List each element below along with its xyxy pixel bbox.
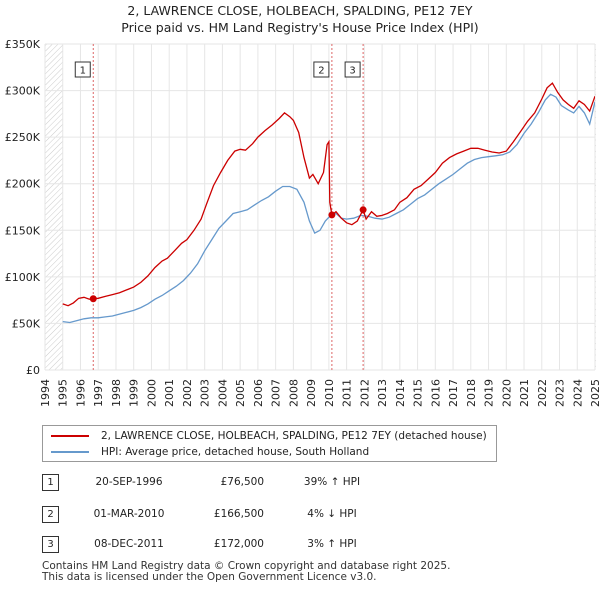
- table-row: 1 20-SEP-1996 £76,500 39% ↑ HPI: [42, 474, 542, 492]
- y-tick-label: £0: [26, 364, 40, 377]
- x-tick-label: 2003: [199, 379, 212, 407]
- x-tick-label: 2025: [589, 379, 600, 407]
- transaction-number: 1: [42, 474, 59, 491]
- x-tick-label: 2012: [358, 379, 371, 407]
- x-tick-label: 2009: [305, 379, 318, 407]
- x-tick-label: 1995: [57, 379, 70, 407]
- sale-point: [89, 295, 97, 303]
- legend-label-property: 2, LAWRENCE CLOSE, HOLBEACH, SPALDING, P…: [101, 430, 487, 442]
- footer-line-1: Contains HM Land Registry data © Crown c…: [42, 560, 451, 572]
- x-tick-label: 2007: [270, 379, 283, 407]
- x-tick-label: 2008: [287, 379, 300, 407]
- transaction-date: 08-DEC-2011: [94, 538, 164, 550]
- sale-label-box: 2: [313, 61, 330, 78]
- legend-label-hpi: HPI: Average price, detached house, Sout…: [101, 446, 370, 458]
- transaction-date: 01-MAR-2010: [93, 508, 165, 520]
- y-tick-label: £350K: [5, 38, 41, 51]
- x-tick-label: 2017: [447, 379, 460, 407]
- y-tick-label: £150K: [5, 224, 41, 237]
- table-row: 3 08-DEC-2011 £172,000 3% ↑ HPI: [42, 536, 542, 554]
- x-tick-label: 2010: [323, 379, 336, 407]
- y-tick-label: £100K: [5, 271, 41, 284]
- x-tick-label: 2021: [518, 379, 531, 407]
- y-tick-label: £250K: [5, 131, 41, 144]
- sale-label-text: 1: [80, 66, 86, 77]
- footer-attribution: Contains HM Land Registry data © Crown c…: [42, 561, 450, 583]
- x-tick-label: 2011: [341, 379, 354, 407]
- x-tick-label: 2024: [571, 379, 584, 407]
- x-tick-label: 2004: [216, 379, 229, 407]
- x-tick-label: 1998: [110, 379, 123, 407]
- x-tick-label: 2014: [394, 379, 407, 407]
- x-tick-label: 1997: [92, 379, 105, 407]
- x-tick-label: 2016: [429, 379, 442, 407]
- legend-swatch-hpi: [51, 451, 89, 453]
- transaction-number: 3: [42, 536, 59, 553]
- transaction-hpi: 4% ↓ HPI: [307, 508, 357, 520]
- table-row: 2 01-MAR-2010 £166,500 4% ↓ HPI: [42, 506, 542, 524]
- x-tick-label: 2015: [412, 379, 425, 407]
- chart-title-block: 2, LAWRENCE CLOSE, HOLBEACH, SPALDING, P…: [0, 2, 600, 36]
- price-chart: 1 2 3 £0 £50K £100K £150K £200K £250K £300K £350K…: [5, 38, 600, 407]
- transaction-price: £166,500: [213, 508, 264, 520]
- y-tick-label: £200K: [5, 178, 41, 191]
- sale-label-box: 3: [344, 61, 361, 78]
- x-tick-label: 2006: [252, 379, 265, 407]
- sale-point: [359, 206, 367, 214]
- legend-item-property: 2, LAWRENCE CLOSE, HOLBEACH, SPALDING, P…: [51, 428, 487, 444]
- x-tick-label: 1999: [128, 379, 141, 407]
- x-tick-label: 2001: [163, 379, 176, 407]
- x-tick-label: 1994: [39, 379, 52, 407]
- y-tick-label: £50K: [12, 317, 41, 330]
- sale-point: [328, 211, 336, 219]
- chart-title: 2, LAWRENCE CLOSE, HOLBEACH, SPALDING, P…: [127, 3, 473, 18]
- x-tick-label: 2018: [465, 379, 478, 407]
- y-tick-label: £300K: [5, 85, 41, 98]
- x-tick-label: 2022: [536, 379, 549, 407]
- x-tick-label: 1996: [74, 379, 87, 407]
- sale-label-text: 3: [349, 66, 355, 77]
- legend-item-hpi: HPI: Average price, detached house, Sout…: [51, 444, 369, 460]
- x-tick-label: 2002: [181, 379, 194, 407]
- plot-area: [45, 44, 595, 370]
- chart-subtitle: Price paid vs. HM Land Registry's House …: [121, 20, 479, 35]
- sale-label-frame: [313, 61, 330, 78]
- x-tick-label: 2000: [145, 379, 158, 407]
- x-tick-label: 2020: [500, 379, 513, 407]
- transaction-hpi: 39% ↑ HPI: [303, 476, 361, 488]
- transaction-price: £172,000: [213, 538, 264, 550]
- property-series-line: [62, 82, 595, 307]
- footer-line-2: This data is licensed under the Open Gov…: [42, 571, 377, 583]
- sale-label-box: 1: [74, 61, 91, 78]
- transaction-date: 20-SEP-1996: [95, 476, 163, 488]
- transaction-price: £76,500: [220, 476, 264, 488]
- hatched-region: [45, 44, 63, 370]
- x-tick-label: 2013: [376, 379, 389, 407]
- sale-label-frame: [344, 61, 361, 78]
- transaction-number: 2: [42, 506, 59, 523]
- x-tick-label: 2019: [483, 379, 496, 407]
- legend: 2, LAWRENCE CLOSE, HOLBEACH, SPALDING, P…: [42, 425, 497, 462]
- transaction-hpi: 3% ↑ HPI: [307, 538, 357, 550]
- x-tick-label: 2023: [554, 379, 567, 407]
- sale-label-frame: [74, 61, 91, 78]
- sale-label-text: 2: [318, 66, 324, 77]
- legend-swatch-property: [51, 435, 89, 437]
- x-tick-label: 2005: [234, 379, 247, 407]
